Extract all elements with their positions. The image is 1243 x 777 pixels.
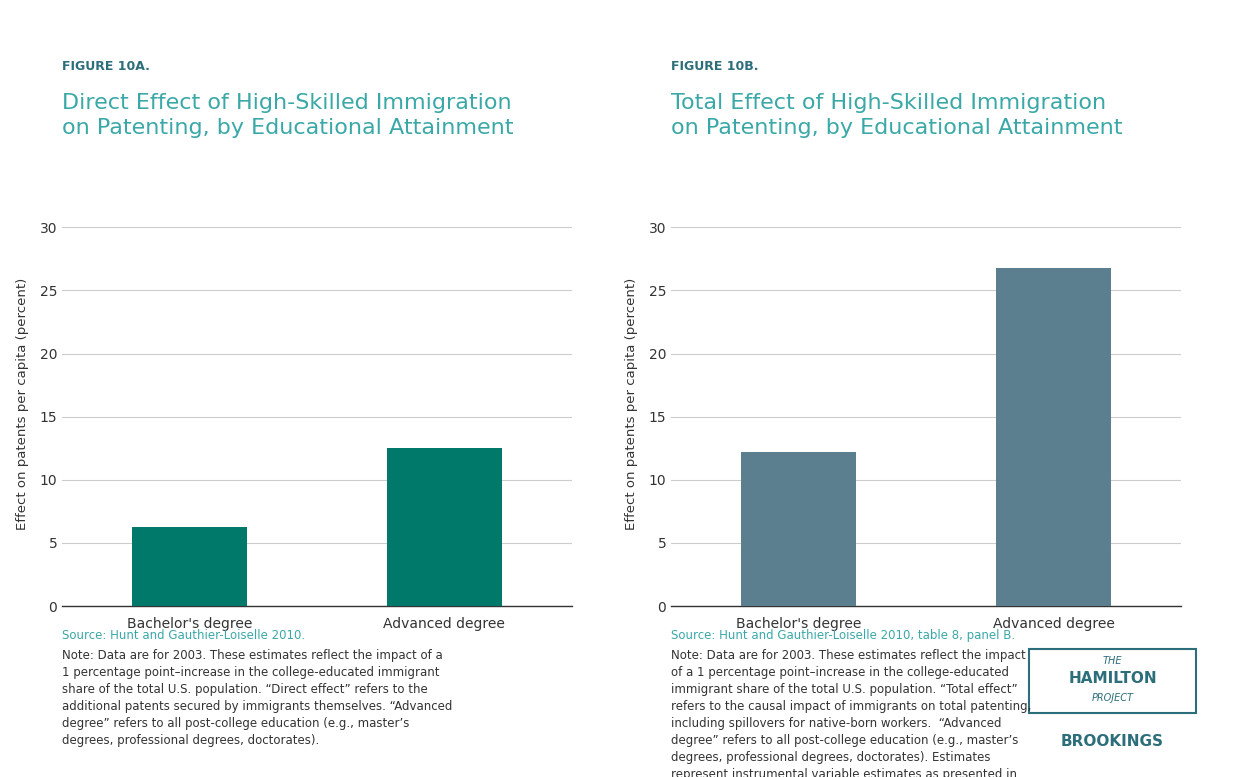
Bar <box>387 448 502 606</box>
Text: FIGURE 10A.: FIGURE 10A. <box>62 60 150 73</box>
Text: Direct Effect of High-Skilled Immigration
on Patenting, by Educational Attainmen: Direct Effect of High-Skilled Immigratio… <box>62 93 513 138</box>
Text: FIGURE 10B.: FIGURE 10B. <box>671 60 758 73</box>
Text: THE: THE <box>1103 656 1122 666</box>
Text: HAMILTON: HAMILTON <box>1068 671 1157 686</box>
Text: Note: Data are for 2003. These estimates reflect the impact of a
1 percentage po: Note: Data are for 2003. These estimates… <box>62 649 452 747</box>
Text: Total Effect of High-Skilled Immigration
on Patenting, by Educational Attainment: Total Effect of High-Skilled Immigration… <box>671 93 1122 138</box>
Text: Source: Hunt and Gauthier-Loiselle 2010, table 8, panel B.: Source: Hunt and Gauthier-Loiselle 2010,… <box>671 629 1016 643</box>
Bar <box>132 527 247 606</box>
Text: BROOKINGS: BROOKINGS <box>1062 734 1163 749</box>
Text: Note: Data are for 2003. These estimates reflect the impact
of a 1 percentage po: Note: Data are for 2003. These estimates… <box>671 649 1032 777</box>
Bar <box>741 452 856 606</box>
Bar <box>996 267 1111 606</box>
Text: Source: Hunt and Gauthier-Loiselle 2010.: Source: Hunt and Gauthier-Loiselle 2010. <box>62 629 306 643</box>
Y-axis label: Effect on patents per capita (percent): Effect on patents per capita (percent) <box>16 278 29 530</box>
Y-axis label: Effect on patents per capita (percent): Effect on patents per capita (percent) <box>625 278 638 530</box>
Text: PROJECT: PROJECT <box>1091 693 1134 703</box>
